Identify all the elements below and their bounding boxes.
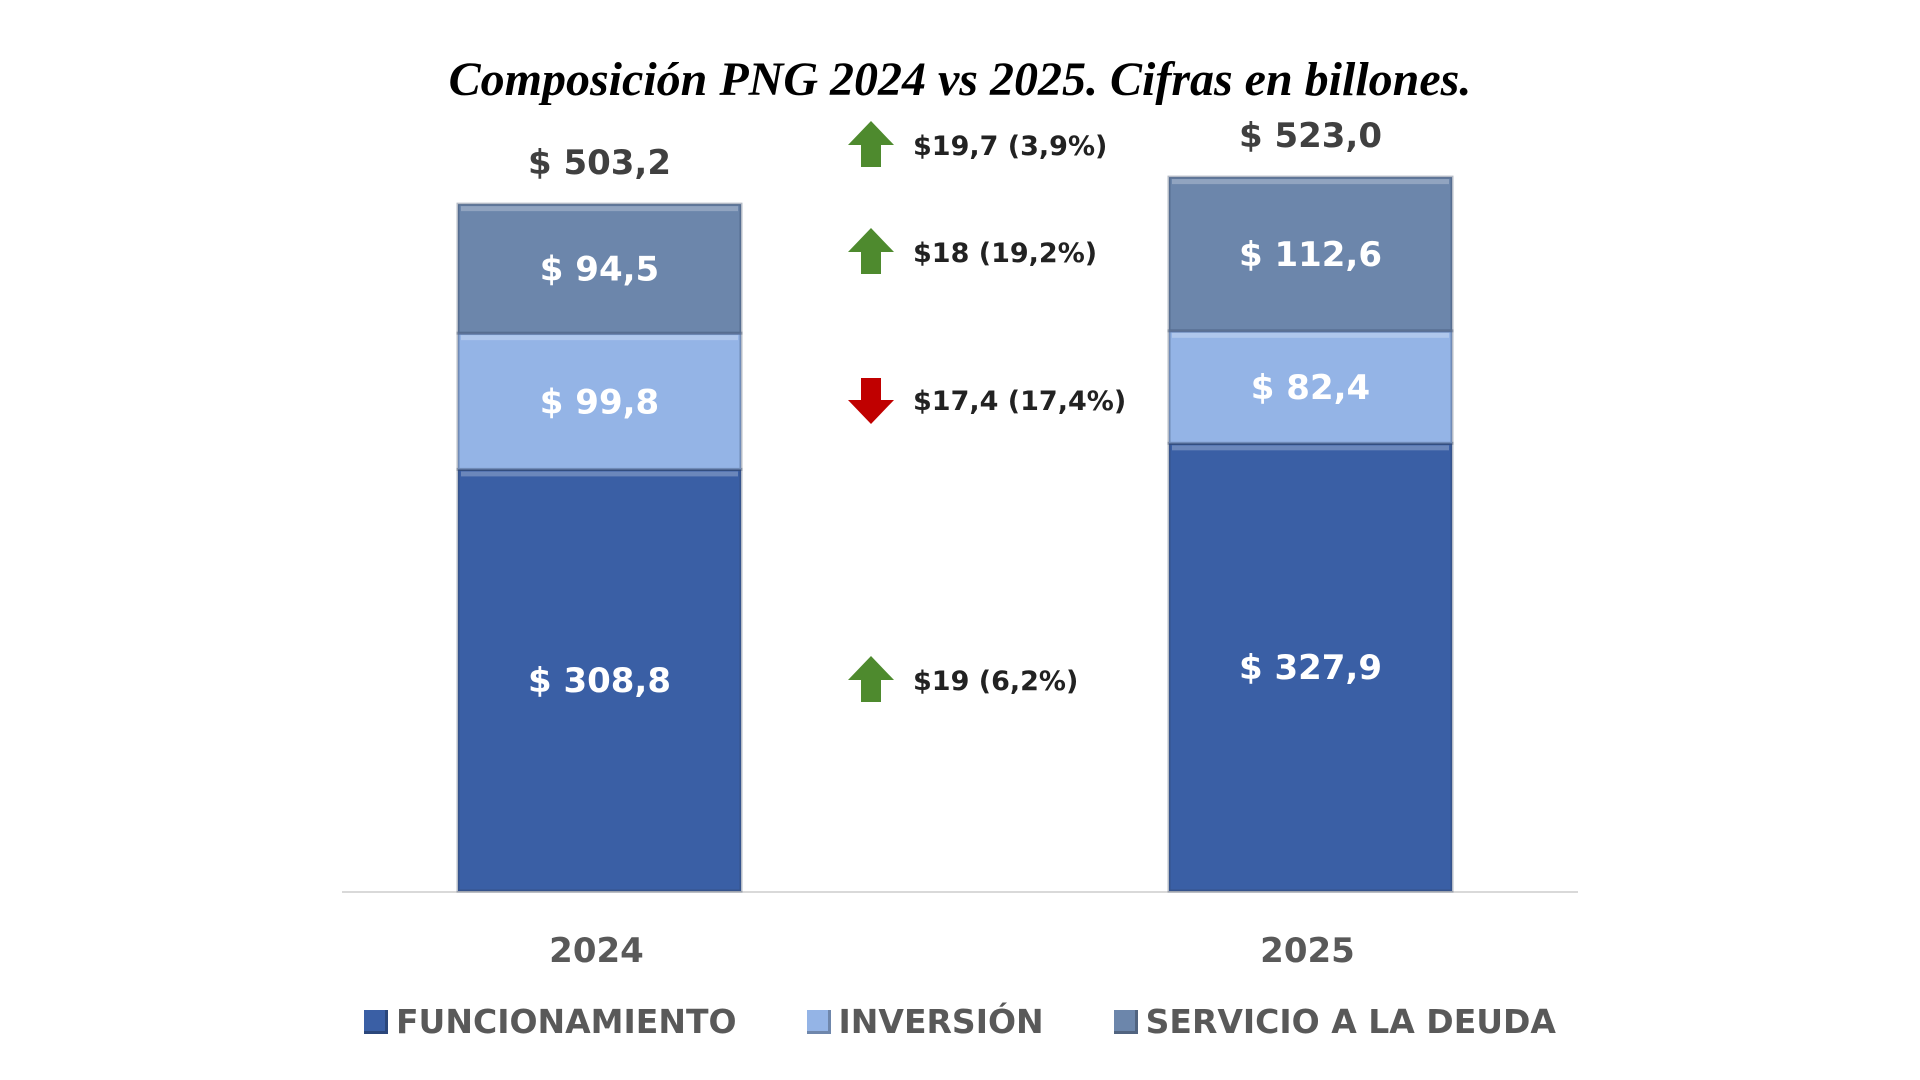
bar-highlight (1172, 332, 1449, 338)
bar-2024-segment-0 (456, 467, 743, 893)
data-label: $ 99,8 (540, 382, 659, 422)
bar-2024-segment-1 (456, 331, 743, 471)
x-tick-label: 2024 (549, 931, 644, 971)
change-label: $19 (6,2%) (913, 666, 1078, 697)
bar-2025-segment-2 (1167, 175, 1454, 333)
bar-2025-segment-1 (1167, 329, 1454, 445)
data-label: $ 82,4 (1251, 368, 1370, 408)
legend-label: FUNCIONAMIENTO (396, 1002, 737, 1041)
legend-label: SERVICIO A LA DEUDA (1145, 1002, 1556, 1041)
bar-highlight (461, 206, 738, 212)
legend-swatch (806, 1009, 831, 1034)
arrow-up-icon (848, 228, 894, 274)
change-label: $19,7 (3,9%) (913, 131, 1107, 162)
legend: FUNCIONAMIENTO INVERSIÓN SERVICIO A LA DEU… (0, 1002, 1920, 1041)
arrow-up-icon (848, 656, 894, 702)
bar-highlight (461, 471, 738, 477)
data-label: $ 327,9 (1239, 648, 1382, 688)
bar-highlight (1172, 445, 1449, 451)
data-label: $ 308,8 (528, 661, 671, 701)
x-tick-label: 2025 (1260, 931, 1355, 971)
bar-2025-segment-0 (1167, 441, 1454, 893)
change-label: $18 (19,2%) (913, 238, 1097, 269)
legend-swatch (1113, 1009, 1138, 1034)
bar-highlight (1172, 179, 1449, 185)
bar-2024-segment-2 (456, 202, 743, 335)
legend-swatch (364, 1009, 389, 1034)
chart-title: Composición PNG 2024 vs 2025. Cifras en … (448, 53, 1472, 106)
legend-item: FUNCIONAMIENTO (364, 1002, 737, 1041)
total-label: $ 503,2 (528, 143, 671, 183)
legend-item: SERVICIO A LA DEUDA (1113, 1002, 1556, 1041)
legend-label: INVERSIÓN (838, 1002, 1044, 1041)
data-label: $ 94,5 (540, 250, 659, 290)
arrow-up-icon (848, 121, 894, 167)
legend-item: INVERSIÓN (806, 1002, 1044, 1041)
arrow-down-icon (848, 378, 894, 424)
total-label: $ 523,0 (1239, 116, 1382, 156)
change-label: $17,4 (17,4%) (913, 386, 1126, 417)
data-label: $ 112,6 (1239, 235, 1382, 275)
bar-highlight (461, 335, 738, 341)
